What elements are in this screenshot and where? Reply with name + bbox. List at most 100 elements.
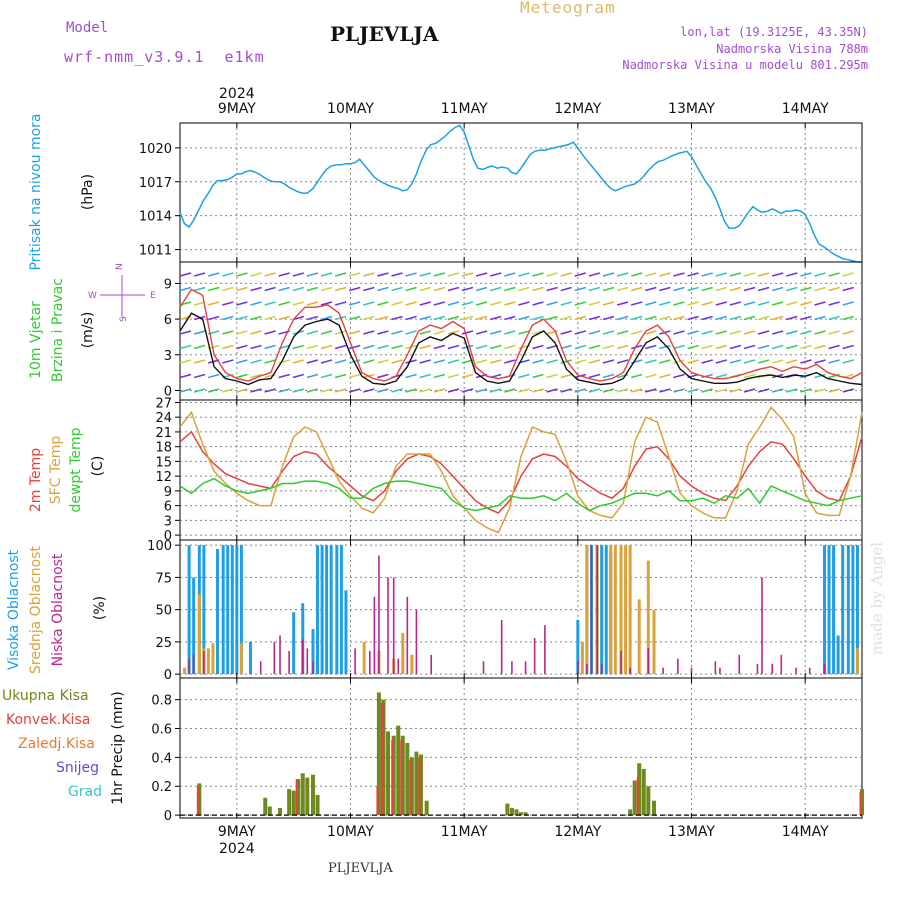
wind-arrow [405, 286, 417, 292]
bar-precip [315, 794, 320, 816]
wind-arrow [602, 388, 615, 393]
bar-cloud [533, 638, 536, 675]
wind-arrow [786, 344, 798, 350]
bar-precip [409, 757, 414, 816]
bar-cloud [761, 577, 763, 675]
wind-arrow [334, 286, 347, 292]
wind-arrow [363, 301, 375, 306]
wind-arrow [757, 344, 770, 350]
compass-south: S [119, 316, 129, 322]
wind-arrow [348, 272, 361, 277]
wind-arrow [236, 330, 248, 335]
bar-cloud [628, 545, 632, 675]
wind-arrow [701, 388, 713, 393]
wind-arrow [532, 301, 544, 306]
wind-arrow [334, 344, 347, 350]
bar-cloud [846, 545, 850, 675]
bar-cloud [354, 648, 356, 675]
wind-arrow [645, 301, 657, 306]
wind-arrow [461, 330, 474, 335]
wind-arrow [602, 272, 615, 277]
wind-arrow [447, 330, 460, 335]
wind-arrow [348, 315, 361, 321]
wind-arrow [771, 272, 784, 277]
wind-arrow [447, 286, 460, 292]
wind-arrow [306, 301, 319, 306]
wind-arrow [715, 315, 728, 321]
wind-arrow [532, 373, 544, 379]
wind-arrow [701, 301, 713, 306]
bar-precip [396, 725, 401, 816]
wind-arrow [574, 344, 587, 350]
wind-arrow [814, 388, 826, 393]
bar-cloud [580, 641, 584, 675]
series-line-wind-0 [179, 312, 863, 386]
bar-precip [519, 812, 523, 816]
wind-arrow [828, 301, 840, 306]
wind-arrow [842, 359, 854, 364]
wind-arrow [842, 344, 854, 350]
wind-arrow [363, 359, 375, 364]
wind-arrow [630, 272, 643, 277]
wind-arrow [236, 301, 248, 306]
wind-arrow [193, 286, 206, 292]
wind-arrow [250, 330, 262, 335]
wind-arrow [222, 286, 234, 292]
wind-arrow [814, 330, 826, 335]
wind-arrow [828, 344, 840, 350]
wind-arrow [687, 272, 699, 277]
wind-arrow [334, 272, 347, 277]
wind-arrow [334, 301, 347, 306]
bar-cloud [836, 635, 840, 675]
bar-cloud [637, 599, 641, 675]
bar-cloud [203, 650, 205, 675]
wind-arrow [264, 344, 276, 350]
lonlat-label: lon,lat (19.3125E, 43.35N) [680, 25, 868, 39]
wind-arrow [616, 272, 629, 277]
wind-arrow [447, 301, 460, 306]
bar-precip [418, 757, 421, 816]
year-label-top: 2024 [219, 86, 255, 102]
wind-axis-label-2: Brzina i Pravac [50, 278, 66, 382]
wind-arrow [800, 301, 812, 306]
precip-legend-item: Zaledj.Kisa [18, 736, 95, 752]
wind-arrow [546, 315, 558, 321]
wind-arrow [320, 373, 333, 379]
wind-arrow [546, 359, 558, 364]
pressure-unit-label: (hPa) [80, 174, 96, 210]
wind-arrow [405, 388, 417, 393]
wind-arrow [306, 344, 319, 350]
wind-arrow [391, 272, 403, 277]
bar-precip [636, 777, 639, 816]
wind-arrow [715, 286, 728, 292]
bar-precip [414, 751, 419, 816]
wind-arrow [504, 315, 516, 321]
wind-arrow [207, 388, 220, 393]
bar-precip [278, 807, 283, 816]
y-tick-label: 18 [155, 441, 172, 456]
wind-arrow [504, 359, 516, 364]
wind-arrow [250, 315, 262, 321]
bar-cloud [855, 648, 859, 675]
bar-cloud [216, 549, 220, 675]
wind-arrow [334, 388, 347, 393]
wind-arrow [757, 330, 770, 335]
wind-arrow [574, 388, 587, 393]
wind-arrow [532, 388, 544, 393]
model-label: Model [66, 20, 109, 36]
bar-cloud [596, 545, 598, 675]
wind-arrow [320, 359, 333, 364]
bar-cloud [586, 663, 588, 675]
bar-cloud [320, 545, 324, 675]
wind-arrow [814, 286, 826, 292]
wind-arrow [461, 301, 474, 306]
wind-arrow [757, 286, 770, 292]
wind-arrow [489, 330, 502, 335]
bar-cloud [339, 545, 343, 675]
bar-precip [376, 786, 379, 816]
wind-arrow [842, 330, 854, 335]
wind-arrow [193, 344, 206, 350]
wind-arrow [687, 388, 699, 393]
wind-arrow [447, 359, 460, 364]
wind-arrow [771, 330, 784, 335]
